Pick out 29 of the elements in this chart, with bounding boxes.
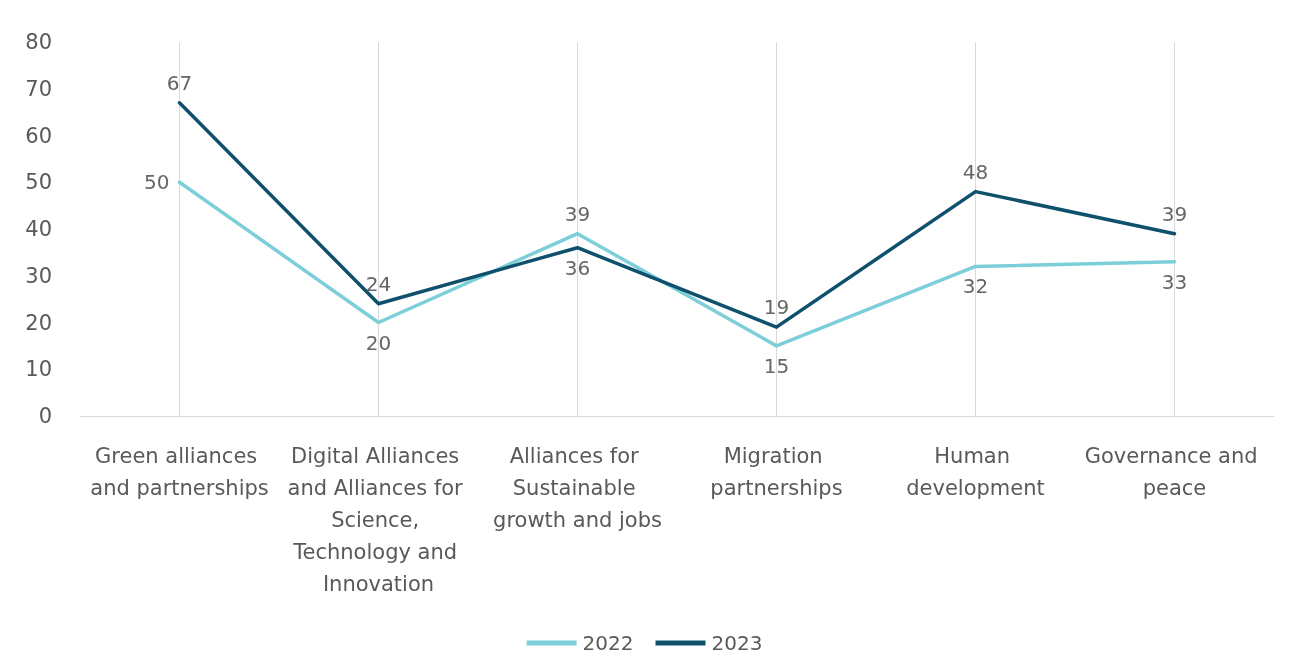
data-label: 50 [144, 170, 170, 195]
data-label: 33 [1161, 269, 1188, 294]
y-tick-label: 0 [38, 404, 52, 428]
data-label: 39 [1161, 201, 1188, 226]
data-label: 36 [564, 255, 591, 280]
x-tick-label: Green alliances and partnerships [90, 444, 269, 500]
y-tick-label: 80 [25, 30, 52, 54]
data-label: 20 [365, 330, 392, 355]
legend-label: 2022 [582, 631, 634, 655]
legend-label: 2023 [711, 631, 763, 655]
data-label: 48 [962, 159, 989, 184]
data-label: 15 [763, 353, 790, 378]
y-tick-label: 20 [25, 310, 52, 335]
y-tick-label: 40 [25, 217, 52, 241]
x-tick-label: Migration partnerships [710, 444, 843, 500]
y-tick-label: 60 [25, 123, 52, 148]
x-tick-label: Human development [906, 444, 1045, 500]
y-tick-label: 10 [25, 357, 52, 382]
y-tick-label: 70 [25, 76, 52, 101]
x-tick-label: Alliances for Sustainable growth and jobs [493, 444, 662, 532]
data-label: 24 [365, 271, 392, 296]
x-tick-label: Governance and peace [1084, 444, 1265, 500]
data-label: 32 [962, 274, 989, 299]
y-tick-label: 50 [25, 170, 52, 195]
data-label: 19 [763, 295, 790, 320]
data-label: 67 [166, 70, 193, 95]
y-tick-label: 30 [25, 263, 52, 288]
x-tick-label: Digital Alliances and Alliances for Science, Technology and Innovation [287, 444, 470, 596]
data-label: 39 [564, 201, 591, 226]
